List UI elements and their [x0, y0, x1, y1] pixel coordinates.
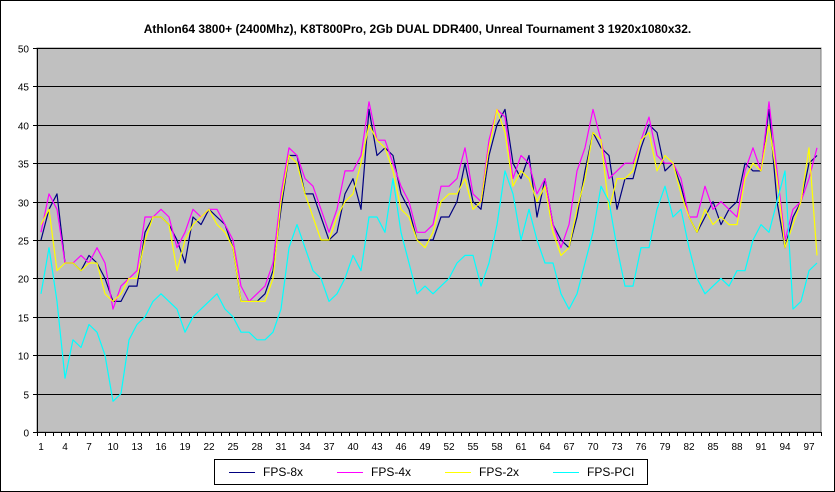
x-tick-label-61: 61: [515, 442, 527, 453]
y-tick-label-20: 20: [18, 275, 30, 286]
x-tick-label-94: 94: [779, 442, 791, 453]
x-tick-label-97: 97: [803, 442, 815, 453]
x-tick-label-67: 67: [563, 442, 575, 453]
legend-swatch: [553, 472, 579, 473]
y-tick-label-25: 25: [18, 237, 30, 248]
x-tick-label-76: 76: [635, 442, 647, 453]
x-tick-label-40: 40: [347, 442, 359, 453]
x-tick-label-7: 7: [86, 442, 92, 453]
x-tick-label-64: 64: [539, 442, 551, 453]
x-tick-label-25: 25: [227, 442, 239, 453]
y-tick-label-35: 35: [18, 160, 30, 171]
x-tick-label-37: 37: [323, 442, 335, 453]
y-tick-label-15: 15: [18, 314, 30, 325]
x-tick-label-82: 82: [683, 442, 695, 453]
x-tick-label-85: 85: [707, 442, 719, 453]
y-tick-label-30: 30: [18, 199, 30, 210]
legend-label: FPS-8x: [263, 465, 304, 479]
series-line-fps-2x: [40, 108, 818, 302]
x-tick-label-4: 4: [62, 442, 68, 453]
y-tick-label-5: 5: [23, 391, 29, 402]
x-tick-label-1: 1: [38, 442, 44, 453]
legend-label: FPS-2x: [479, 465, 520, 479]
legend-label: FPS-PCI: [587, 465, 635, 479]
series-line-fps-4x: [40, 101, 818, 310]
x-tick-label-58: 58: [491, 442, 503, 453]
legend-swatch: [229, 472, 255, 473]
y-tick-label-0: 0: [23, 429, 29, 440]
x-tick-label-91: 91: [755, 442, 767, 453]
x-tick-label-79: 79: [659, 442, 671, 453]
series-line-fps-pci: [40, 170, 818, 402]
x-tick-label-43: 43: [371, 442, 383, 453]
x-tick-label-70: 70: [587, 442, 599, 453]
x-tick-label-49: 49: [419, 442, 431, 453]
x-tick-label-10: 10: [107, 442, 119, 453]
x-tick-label-73: 73: [611, 442, 623, 453]
y-tick-label-40: 40: [18, 122, 30, 133]
y-tick-label-10: 10: [18, 352, 30, 363]
legend-swatch: [337, 472, 363, 473]
x-tick-label-22: 22: [203, 442, 215, 453]
chart-title: Athlon64 3800+ (2400Mhz), K8T800Pro, 2Gb…: [143, 22, 692, 36]
x-tick-label-52: 52: [443, 442, 455, 453]
x-tick-label-28: 28: [251, 442, 263, 453]
chart-legend: FPS-8x FPS-4x FPS-2x FPS-PCI: [214, 459, 648, 485]
x-tick-label-19: 19: [179, 442, 191, 453]
x-tick-label-31: 31: [275, 442, 287, 453]
y-tick-label-45: 45: [18, 83, 30, 94]
y-tick-label-50: 50: [18, 45, 30, 56]
x-tick-label-13: 13: [131, 442, 143, 453]
x-tick-label-34: 34: [299, 442, 311, 453]
legend-label: FPS-4x: [371, 465, 412, 479]
x-tick-label-88: 88: [731, 442, 743, 453]
legend-swatch: [445, 472, 471, 473]
x-tick-label-16: 16: [155, 442, 167, 453]
x-tick-label-46: 46: [395, 442, 407, 453]
x-tick-label-55: 55: [467, 442, 479, 453]
